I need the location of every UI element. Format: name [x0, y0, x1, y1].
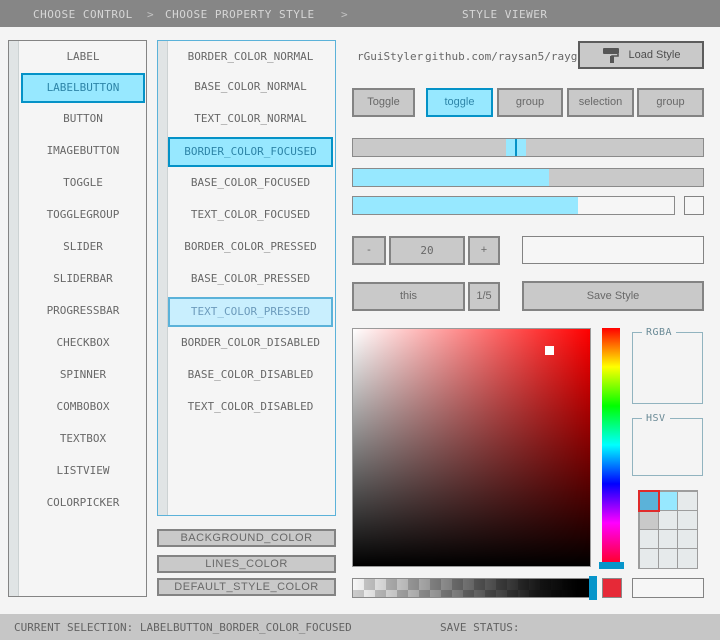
list-item-label[interactable]: LABEL	[66, 50, 100, 63]
paint-roller-icon	[602, 47, 622, 64]
chevron-right-icon: >	[147, 8, 155, 21]
list-item-base-color-disabled[interactable]: BASE_COLOR_DISABLED	[187, 368, 314, 381]
load-style-label: Load Style	[628, 49, 681, 61]
list-item-imagebutton[interactable]: IMAGEBUTTON	[46, 144, 120, 157]
hex-value-textbox[interactable]	[632, 578, 704, 598]
list-item-progressbar[interactable]: PROGRESSBAR	[46, 304, 120, 317]
rgba-groupbox: RGBA	[632, 327, 703, 404]
list-item-spinner[interactable]: SPINNER	[59, 368, 107, 381]
save-style-button[interactable]: Save Style	[522, 281, 704, 311]
background-color-button[interactable]: BACKGROUND_COLOR	[157, 529, 336, 547]
palette-cell[interactable]	[657, 509, 679, 530]
list-item-colorpicker[interactable]: COLORPICKER	[46, 496, 120, 509]
list-item-text-color-normal[interactable]: TEXT_COLOR_NORMAL	[194, 112, 307, 125]
properties-listview: BORDER_COLOR_NORMAL BASE_COLOR_NORMAL TE…	[157, 40, 336, 516]
togglegroup-item-group[interactable]: group	[497, 88, 563, 117]
list-item-combobox[interactable]: COMBOBOX	[56, 400, 110, 413]
list-item-button[interactable]: BUTTON	[63, 112, 103, 125]
load-style-button[interactable]: Load Style	[578, 41, 704, 69]
palette-cell[interactable]	[657, 548, 679, 569]
spinner-minus-button[interactable]: -	[352, 236, 386, 265]
sliderbar-demo[interactable]	[352, 168, 704, 187]
header-style-viewer: STYLE VIEWER	[462, 8, 548, 21]
default-style-color-button[interactable]: DEFAULT_STYLE_COLOR	[157, 578, 336, 596]
togglegroup-item-toggle[interactable]: toggle	[426, 88, 493, 117]
chevron-right-icon: >	[341, 8, 349, 21]
alpha-handle[interactable]	[589, 576, 597, 600]
list-item-text-color-disabled[interactable]: TEXT_COLOR_DISABLED	[187, 400, 314, 413]
palette-cell[interactable]	[637, 489, 660, 512]
list-item-slider[interactable]: SLIDER	[63, 240, 103, 253]
toggle-demo-button[interactable]: Toggle	[352, 88, 415, 117]
checkbox-demo[interactable]	[684, 196, 704, 215]
current-selection-status: CURRENT SELECTION: LABELBUTTON_BORDER_CO…	[14, 621, 352, 634]
list-item-textbox[interactable]: TEXTBOX	[59, 432, 107, 445]
list-item-border-color-normal[interactable]: BORDER_COLOR_NORMAL	[187, 50, 314, 63]
sliderbar-fill	[353, 169, 549, 186]
lines-color-button[interactable]: LINES_COLOR	[157, 555, 336, 573]
alpha-bar[interactable]	[352, 578, 590, 598]
combobox-demo[interactable]: this	[352, 282, 465, 311]
list-item-base-color-focused[interactable]: BASE_COLOR_FOCUSED	[190, 176, 311, 189]
app-title: rGuiStyler	[357, 50, 424, 63]
list-item-border-color-disabled[interactable]: BORDER_COLOR_DISABLED	[180, 336, 321, 349]
palette-cell[interactable]	[638, 509, 659, 530]
list-item-border-color-pressed[interactable]: BORDER_COLOR_PRESSED	[184, 240, 317, 253]
togglegroup-item-group2[interactable]: group	[637, 88, 704, 117]
style-color-palette	[637, 489, 698, 569]
palette-cell[interactable]	[677, 529, 698, 550]
progressbar-fill	[353, 197, 578, 214]
rgba-label: RGBA	[642, 327, 677, 338]
list-item-checkbox[interactable]: CHECKBOX	[56, 336, 110, 349]
controls-listview: LABEL LABELBUTTON BUTTON IMAGEBUTTON TOG…	[8, 40, 147, 597]
combobox-counter[interactable]: 1/5	[468, 282, 500, 311]
hsv-label: HSV	[642, 413, 670, 424]
color-picker-cursor[interactable]	[545, 346, 554, 355]
list-item-text-color-focused[interactable]: TEXT_COLOR_FOCUSED	[190, 208, 311, 221]
palette-cell[interactable]	[638, 529, 659, 550]
togglegroup-item-selection[interactable]: selection	[567, 88, 634, 117]
list-item-sliderbar[interactable]: SLIDERBAR	[53, 272, 113, 285]
properties-scrollbar[interactable]	[158, 41, 168, 515]
repo-link[interactable]: github.com/raysan5/raygui	[425, 50, 591, 63]
spinner-plus-button[interactable]: +	[468, 236, 500, 265]
list-item-base-color-normal[interactable]: BASE_COLOR_NORMAL	[194, 80, 307, 93]
list-item-toggle[interactable]: TOGGLE	[63, 176, 103, 189]
palette-cell[interactable]	[677, 490, 698, 511]
list-item-labelbutton[interactable]: LABELBUTTON	[21, 73, 145, 103]
slider-demo[interactable]	[352, 138, 704, 157]
textbox-demo[interactable]	[522, 236, 704, 264]
controls-scrollbar[interactable]	[9, 41, 19, 596]
hue-handle[interactable]	[599, 562, 624, 569]
header-choose-property-style: CHOOSE PROPERTY STYLE	[165, 8, 315, 21]
list-item-border-color-focused[interactable]: BORDER_COLOR_FOCUSED	[168, 137, 333, 167]
palette-cell[interactable]	[638, 548, 659, 569]
hue-bar[interactable]	[602, 328, 620, 562]
palette-cell[interactable]	[677, 548, 698, 569]
list-item-text-color-pressed[interactable]: TEXT_COLOR_PRESSED	[168, 297, 333, 327]
progressbar-demo	[352, 196, 675, 215]
palette-cell[interactable]	[677, 509, 698, 530]
header-bar: CHOOSE CONTROL > CHOOSE PROPERTY STYLE >…	[0, 0, 720, 27]
palette-cell[interactable]	[657, 490, 679, 511]
list-item-togglegroup[interactable]: TOGGLEGROUP	[46, 208, 120, 221]
list-item-listview[interactable]: LISTVIEW	[56, 464, 110, 477]
spinner-value[interactable]: 20	[389, 236, 465, 265]
save-status: SAVE STATUS:	[440, 621, 520, 634]
status-bar: CURRENT SELECTION: LABELBUTTON_BORDER_CO…	[0, 614, 720, 640]
slider-handle[interactable]	[506, 139, 527, 156]
hsv-groupbox: HSV	[632, 413, 703, 476]
list-item-base-color-pressed[interactable]: BASE_COLOR_PRESSED	[190, 272, 311, 285]
header-choose-control: CHOOSE CONTROL	[33, 8, 133, 21]
color-picker-panel[interactable]	[352, 328, 591, 567]
palette-cell[interactable]	[657, 529, 679, 550]
current-color-swatch	[602, 578, 622, 598]
